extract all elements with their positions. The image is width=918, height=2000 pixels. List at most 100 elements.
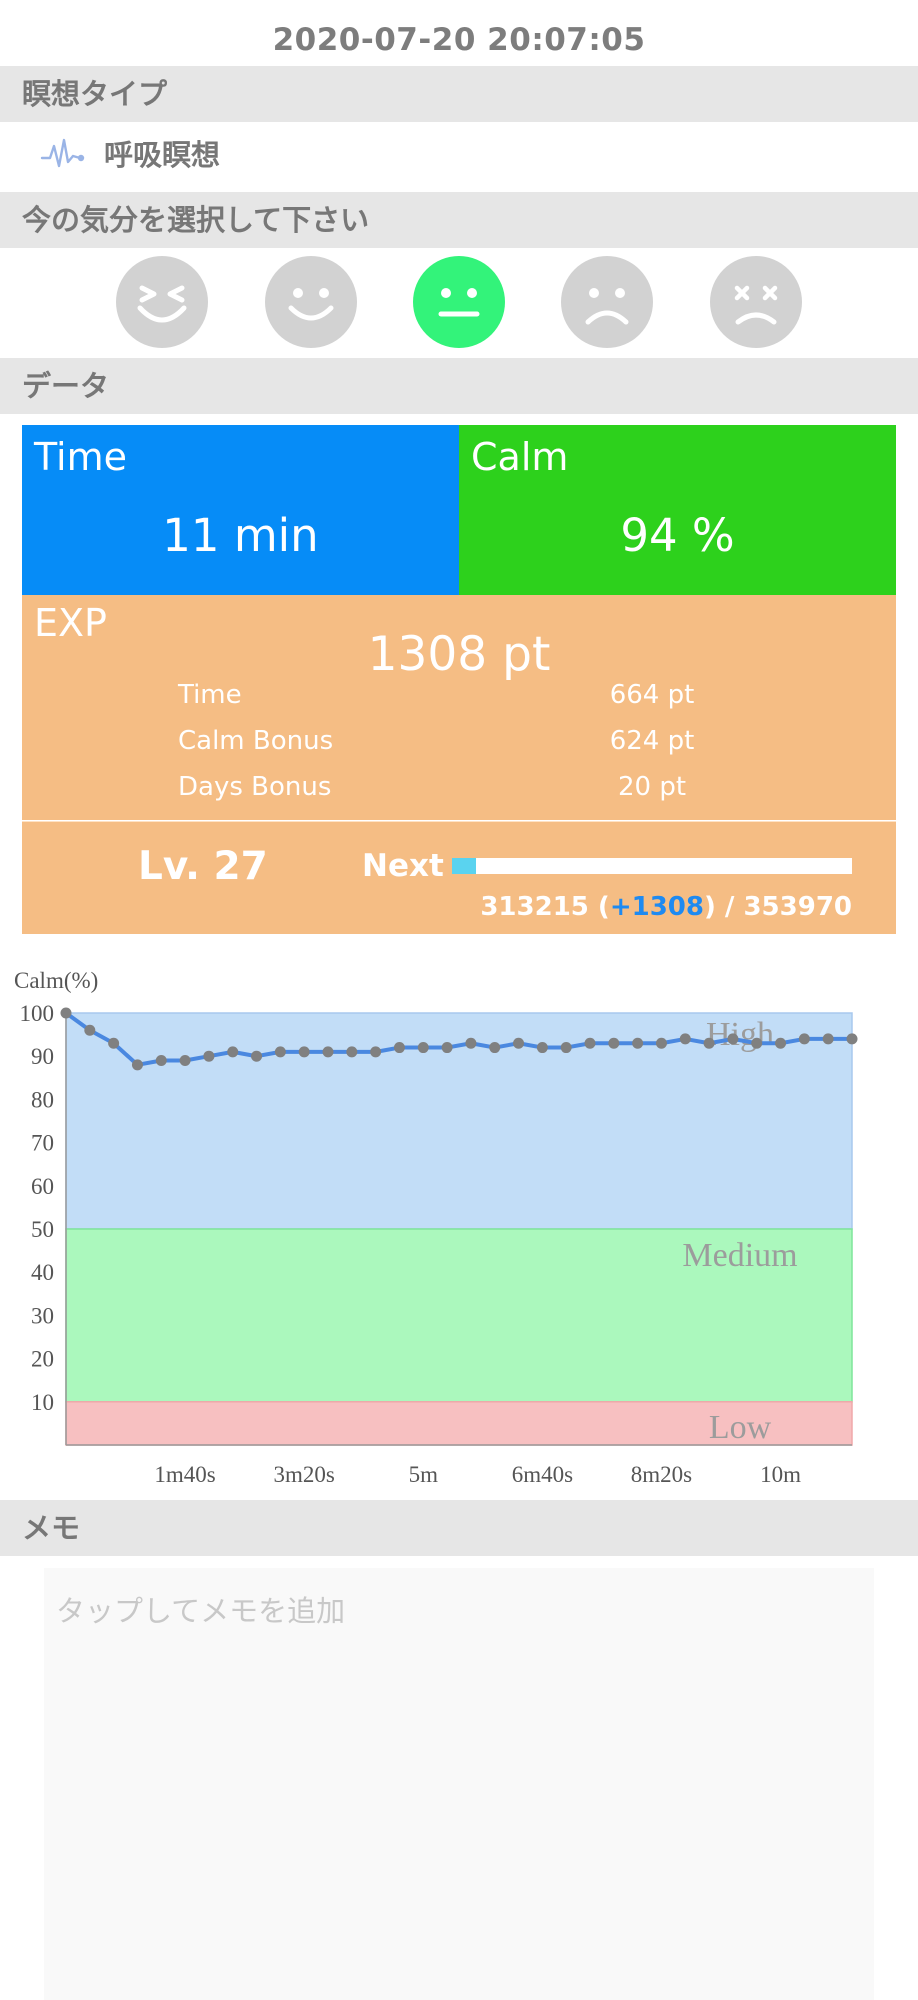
dizzy-face-icon	[734, 285, 778, 325]
y-tick-label: 80	[31, 1087, 54, 1112]
calm-data-point	[322, 1046, 334, 1058]
y-tick-label: 40	[31, 1260, 54, 1285]
calm-chart-svg: High Medium Low Calm(%) 10 20 30 40 50 60 70 80 90 10…	[14, 968, 858, 1487]
laughing-face-icon	[137, 285, 187, 323]
level-card: Lv. 27 Next 313215 (+1308) / 353970	[22, 821, 896, 934]
neutral-face-icon	[438, 288, 480, 317]
mood-selector	[0, 256, 918, 352]
level-label: Lv. 27	[138, 844, 268, 889]
calm-data-point	[251, 1050, 263, 1062]
calm-chart: High Medium Low Calm(%) 10 20 30 40 50 60 70 80 90 10…	[0, 960, 918, 1500]
zone-label-medium: Medium	[682, 1237, 797, 1274]
calm-data-point	[298, 1046, 310, 1058]
calm-data-point	[655, 1037, 667, 1049]
mood-option-neutral[interactable]	[413, 256, 505, 348]
zone-medium	[65, 1228, 853, 1403]
calm-data-point	[60, 1007, 72, 1019]
exp-breakdown-value: 20 pt	[617, 772, 687, 802]
exp-breakdown-label: Calm Bonus	[178, 726, 334, 756]
exp-breakdown-row: Time 664 pt	[22, 680, 896, 720]
y-tick-label: 90	[31, 1044, 54, 1069]
calm-data-point	[441, 1042, 453, 1054]
calm-data-point	[274, 1046, 286, 1058]
sad-face-icon	[585, 288, 629, 325]
meditation-type-row[interactable]: 呼吸瞑想	[0, 122, 918, 192]
calm-series-line	[64, 1011, 852, 1067]
section-header-memo: メモ	[0, 1500, 918, 1556]
x-tick-label: 1m40s	[154, 1462, 215, 1487]
calm-data-point	[751, 1037, 763, 1049]
y-tick-label: 70	[31, 1131, 54, 1156]
mood-option-dizzy[interactable]	[710, 256, 802, 348]
smiling-face-icon	[288, 288, 334, 321]
time-card: Time 11 min	[22, 425, 459, 595]
next-level-label: Next	[362, 848, 444, 884]
calm-data-point	[632, 1037, 644, 1049]
zone-high	[65, 1012, 853, 1230]
exp-total-value: 1308 pt	[367, 627, 551, 682]
calm-data-point	[108, 1037, 120, 1049]
y-tick-label: 50	[31, 1217, 54, 1242]
calm-card: Calm 94 %	[459, 425, 896, 595]
zone-label-low: Low	[709, 1409, 772, 1446]
calm-data-point	[203, 1050, 215, 1062]
exp-breakdown-label: Time	[178, 680, 242, 710]
calm-data-point	[84, 1024, 96, 1036]
calm-card-value: 94 %	[620, 509, 735, 562]
x-tick-label: 5m	[409, 1462, 439, 1487]
memo-placeholder: タップしてメモを追加	[56, 1594, 346, 1628]
meditation-type-label: 呼吸瞑想	[104, 138, 221, 172]
calm-data-point	[679, 1033, 691, 1045]
section-header-meditation-type: 瞑想タイプ	[0, 66, 918, 122]
calm-data-point	[775, 1037, 787, 1049]
calm-data-point	[727, 1033, 739, 1045]
progress-total: ) / 353970	[703, 892, 852, 922]
time-card-title: Time	[34, 435, 127, 479]
calm-data-point	[417, 1042, 429, 1054]
y-tick-label: 100	[20, 1001, 55, 1026]
progress-gain: +1308	[609, 892, 704, 922]
calm-data-point	[822, 1033, 834, 1045]
section-header-data: データ	[0, 358, 918, 414]
calm-data-point	[346, 1046, 358, 1058]
pulse-wave-icon	[40, 138, 85, 168]
calm-data-point	[489, 1042, 501, 1054]
memo-input[interactable]: タップしてメモを追加	[44, 1568, 874, 2000]
y-tick-label: 20	[31, 1347, 54, 1372]
calm-card-title: Calm	[471, 435, 569, 479]
calm-data-point	[798, 1033, 810, 1045]
exp-breakdown-value: 624 pt	[609, 726, 695, 756]
calm-data-point	[703, 1037, 715, 1049]
calm-data-point	[560, 1042, 572, 1054]
exp-card-title: EXP	[34, 601, 107, 645]
zone-label-high: High	[706, 1016, 774, 1053]
calm-data-point	[584, 1037, 596, 1049]
level-progress-fill	[452, 858, 476, 874]
calm-data-point	[536, 1042, 548, 1054]
calm-data-point	[227, 1046, 239, 1058]
exp-breakdown-label: Days Bonus	[178, 772, 332, 802]
calm-data-point	[155, 1055, 167, 1067]
calm-data-point	[131, 1059, 143, 1071]
calm-data-point	[465, 1037, 477, 1049]
y-axis-label: Calm(%)	[14, 968, 98, 993]
calm-data-point	[370, 1046, 382, 1058]
y-tick-label: 10	[31, 1390, 54, 1415]
calm-data-point	[608, 1037, 620, 1049]
section-header-mood: 今の気分を選択して下さい	[0, 192, 918, 248]
calm-data-point	[846, 1033, 858, 1045]
exp-breakdown-row: Calm Bonus 624 pt	[22, 726, 896, 766]
mood-option-laughing[interactable]	[116, 256, 208, 348]
mood-option-smiling[interactable]	[265, 256, 357, 348]
exp-breakdown-row: Days Bonus 20 pt	[22, 772, 896, 812]
session-datetime: 2020-07-20 20:07:05	[272, 22, 646, 58]
mood-option-sad[interactable]	[561, 256, 653, 348]
x-tick-label: 3m20s	[274, 1462, 335, 1487]
calm-data-point	[393, 1042, 405, 1054]
exp-card: EXP 1308 pt Time 664 pt Calm Bonus 624 p…	[22, 595, 896, 820]
level-progress-numbers: 313215 (+1308) / 353970	[22, 892, 852, 922]
level-progress-bar	[452, 858, 852, 874]
calm-data-point	[179, 1055, 191, 1067]
x-tick-label: 10m	[760, 1462, 801, 1487]
x-tick-label: 6m40s	[512, 1462, 573, 1487]
